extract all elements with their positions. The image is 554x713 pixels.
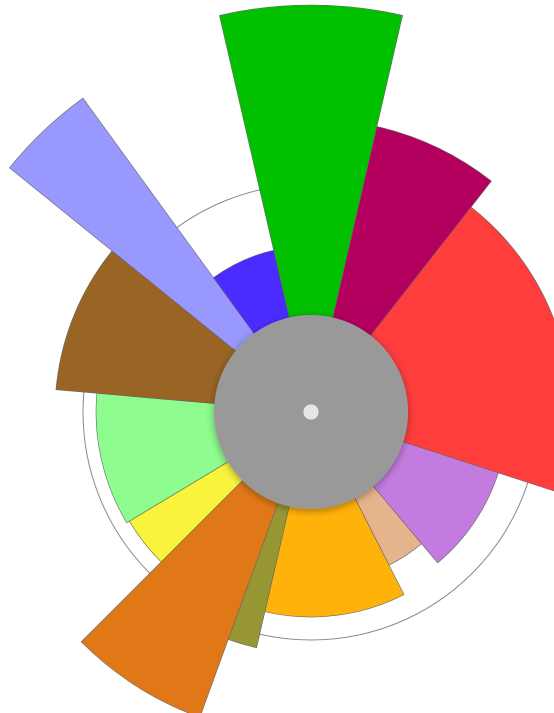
wedge [219,4,403,413]
center-dot [302,403,320,421]
wedge [9,97,312,413]
